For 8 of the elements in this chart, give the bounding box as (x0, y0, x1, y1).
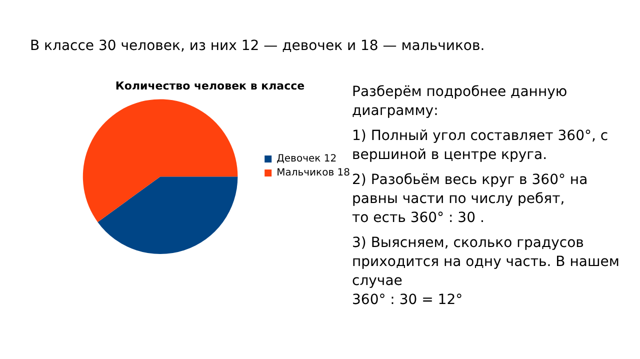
chart-title: Количество человек в классе (115, 79, 305, 92)
text: В классе 30 человек, из них 12 — девочек и 18 — мальчиков. (30, 38, 485, 54)
text: 1) Полный угол составляет 360°, с вершиной в центре круга. (352, 127, 610, 165)
text: Разберём подробнее данную диаграмму: (352, 83, 568, 121)
text: 2) Разобьём весь круг в 360° на равны части по числу ребят, то есть 360° : 30 . (352, 171, 589, 228)
legend-label: Девочек 12 (276, 154, 337, 165)
text: 3) Выясняем, сколько градусов приходится на одну часть. В нашем случае 360° : 30 = 12° (352, 234, 620, 310)
legend-label: Мальчиков 18 (276, 168, 350, 179)
